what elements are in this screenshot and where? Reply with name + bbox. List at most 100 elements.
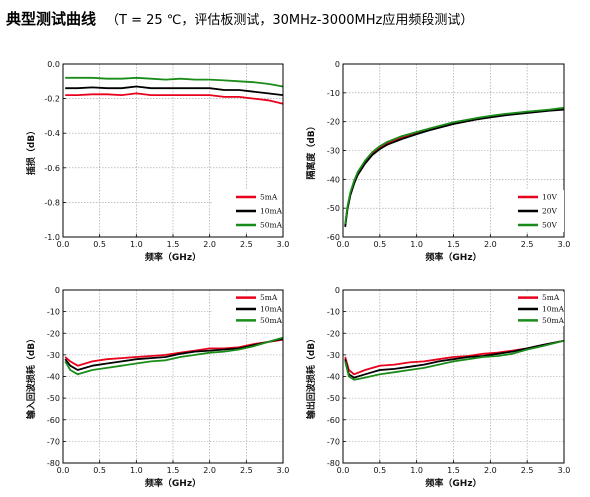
legend-entry: 50mA bbox=[542, 316, 565, 325]
test-conditions-subtitle: （T = 25 ℃，评估板测试，30MHz-3000MHz应用频段测试） bbox=[106, 13, 474, 28]
y-tick-label: -20 bbox=[47, 329, 60, 338]
y-tick-label: -80 bbox=[327, 459, 340, 468]
legend-entry: 5mA bbox=[542, 293, 560, 302]
y-tick-label: 0 bbox=[55, 286, 60, 295]
x-tick-label: 2.0 bbox=[203, 466, 216, 475]
y-tick-label: 0 bbox=[335, 286, 340, 295]
chart-isolation: 0.0 0.5 1.0 1.5 2.0 2.5 3.0 0 -10 -20 -30 -40 -50 -60… bbox=[305, 60, 570, 263]
x-tick-label: 0.5 bbox=[373, 240, 386, 249]
legend: 10V 20V 50V bbox=[494, 190, 564, 232]
series-line-50mA bbox=[344, 339, 565, 381]
legend-entry: 5mA bbox=[260, 193, 278, 202]
y-tick-label: -50 bbox=[327, 204, 340, 213]
chart-input-return-loss: 0.0 0.5 1.0 1.5 2.0 2.5 3.0 0 -10 -20 -30 -40 -50 -60… bbox=[25, 286, 289, 489]
x-tick-label: 3.0 bbox=[558, 466, 571, 475]
y-axis-label: 插损（dB） bbox=[25, 126, 37, 175]
y-tick-label: -0.2 bbox=[44, 95, 60, 104]
series-line-50mA bbox=[64, 336, 284, 376]
y-axis-label: 隔离度（dB） bbox=[305, 121, 317, 179]
y-tick-label: -60 bbox=[327, 416, 340, 425]
legend-entry: 50V bbox=[542, 221, 558, 230]
x-tick-label: 0.5 bbox=[373, 466, 386, 475]
series-line-50mA bbox=[65, 76, 284, 88]
x-tick-label: 0.0 bbox=[337, 240, 350, 249]
x-tick-label: 1.0 bbox=[410, 466, 423, 475]
legend-entry: 5mA bbox=[260, 293, 278, 302]
legend-entry: 10mA bbox=[260, 207, 283, 216]
y-tick-label: -40 bbox=[47, 373, 60, 382]
series-line-50V bbox=[344, 106, 565, 225]
legend: 5mA 10mA 50mA bbox=[494, 292, 565, 326]
y-tick-label: -0.4 bbox=[44, 129, 60, 138]
page-title: 典型测试曲线 bbox=[6, 10, 97, 28]
series-line-5mA bbox=[64, 338, 284, 367]
x-tick-label: 0.0 bbox=[57, 240, 70, 249]
x-tick-label: 2.5 bbox=[240, 240, 253, 249]
plot-frame bbox=[342, 289, 565, 464]
page-header: 典型测试曲线 （T = 25 ℃，评估板测试，30MHz-3000MHz应用频段测… bbox=[6, 8, 473, 29]
x-tick-label: 2.5 bbox=[240, 466, 253, 475]
y-tick-label: -40 bbox=[327, 175, 340, 184]
plot-frame bbox=[62, 289, 284, 464]
legend-entry: 50mA bbox=[260, 316, 283, 325]
x-tick-label: 2.0 bbox=[203, 240, 216, 249]
x-tick-label: 2.5 bbox=[521, 240, 534, 249]
x-tick-label: 2.0 bbox=[484, 240, 497, 249]
y-tick-label: -30 bbox=[47, 351, 60, 360]
y-tick-label: -20 bbox=[327, 118, 340, 127]
legend-entry: 10V bbox=[542, 193, 558, 202]
y-tick-label: -40 bbox=[327, 373, 340, 382]
y-axis-label: 输入回波损耗（dB） bbox=[25, 334, 37, 419]
y-tick-label: -20 bbox=[327, 329, 340, 338]
y-tick-label: -60 bbox=[47, 416, 60, 425]
y-tick-label: -10 bbox=[327, 308, 340, 317]
y-tick-label: -70 bbox=[327, 437, 340, 446]
x-tick-label: 1.5 bbox=[167, 240, 180, 249]
x-tick-label: 1.0 bbox=[130, 240, 143, 249]
y-tick-label: -10 bbox=[327, 89, 340, 98]
x-tick-label: 1.5 bbox=[447, 240, 460, 249]
x-tick-label: 1.5 bbox=[167, 466, 180, 475]
x-tick-label: 3.0 bbox=[558, 240, 571, 249]
legend-entry: 10mA bbox=[260, 305, 283, 314]
x-axis-label: 频率（GHz） bbox=[145, 251, 201, 263]
x-tick-label: 0.5 bbox=[93, 466, 106, 475]
y-axis-label: 输出回波损耗（dB） bbox=[305, 334, 317, 419]
x-axis-label: 频率（GHz） bbox=[425, 251, 481, 263]
x-tick-label: 1.0 bbox=[410, 240, 423, 249]
x-axis-label: 频率（GHz） bbox=[145, 477, 201, 489]
x-tick-label: 3.0 bbox=[277, 466, 290, 475]
plot-frame bbox=[62, 63, 284, 238]
legend: 5mA 10mA 50mA bbox=[212, 292, 283, 326]
y-tick-label: -50 bbox=[47, 394, 60, 403]
y-tick-label: -0.6 bbox=[44, 164, 60, 173]
chart-output-return-loss: 0.0 0.5 1.0 1.5 2.0 2.5 3.0 0 -10 -20 -30 -40 -50 -60… bbox=[305, 286, 570, 489]
x-tick-label: 1.5 bbox=[447, 466, 460, 475]
x-tick-label: 0.0 bbox=[57, 466, 70, 475]
series-line-10mA bbox=[64, 337, 284, 371]
x-tick-label: 0.5 bbox=[93, 240, 106, 249]
y-tick-label: 0 bbox=[335, 60, 340, 69]
series-line-10mA bbox=[344, 339, 565, 379]
series-line-10mA bbox=[65, 85, 284, 96]
y-tick-label: -30 bbox=[327, 147, 340, 156]
y-tick-label: -0.8 bbox=[44, 198, 60, 207]
y-tick-label: -50 bbox=[327, 394, 340, 403]
y-tick-label: -1.0 bbox=[44, 233, 60, 242]
y-tick-label: -10 bbox=[47, 308, 60, 317]
x-tick-label: 2.5 bbox=[521, 466, 534, 475]
legend: 5mA 10mA 50mA bbox=[212, 190, 283, 232]
x-tick-label: 2.0 bbox=[484, 466, 497, 475]
y-tick-label: -70 bbox=[47, 437, 60, 446]
legend-entry: 20V bbox=[542, 207, 558, 216]
x-axis-label: 频率（GHz） bbox=[425, 477, 481, 489]
plot-frame bbox=[342, 63, 565, 238]
y-tick-label: -80 bbox=[47, 459, 60, 468]
chart-insertion-loss: 0.0 0.5 1.0 1.5 2.0 2.5 3.0 0.0 -0.2 -0.4 -0.6 -0.8… bbox=[25, 60, 289, 263]
y-tick-label: -60 bbox=[327, 233, 340, 242]
legend-entry: 10mA bbox=[542, 305, 565, 314]
x-tick-label: 0.0 bbox=[337, 466, 350, 475]
y-tick-label: 0.0 bbox=[47, 60, 60, 69]
x-tick-label: 3.0 bbox=[277, 240, 290, 249]
